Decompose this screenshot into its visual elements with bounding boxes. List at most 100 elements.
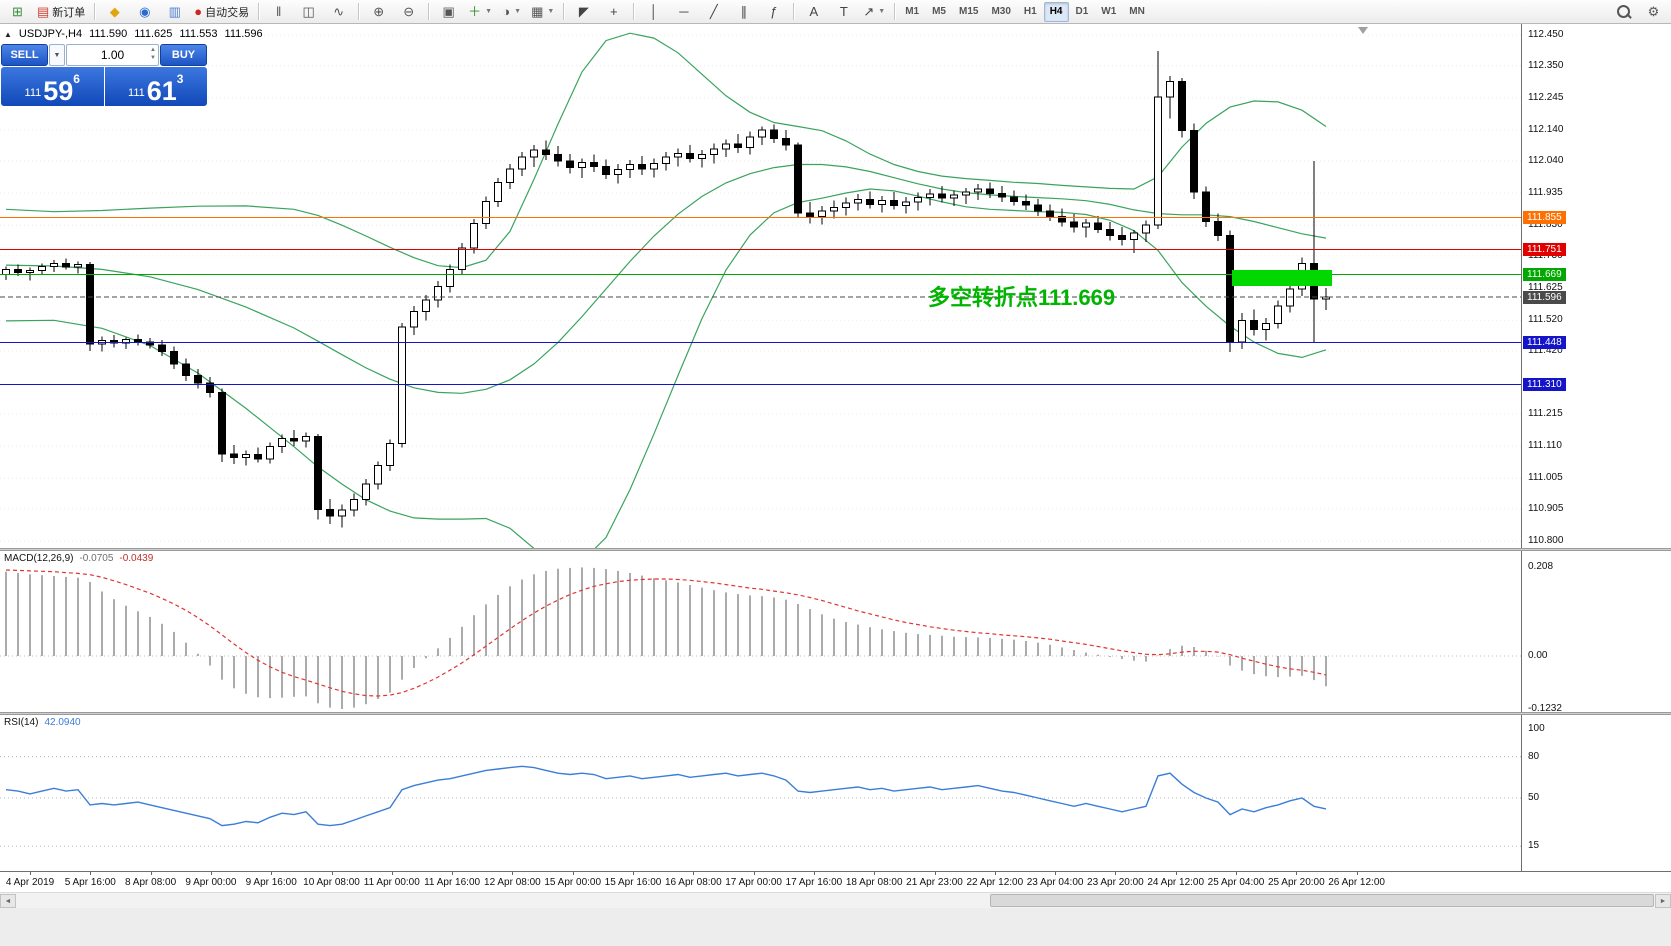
timeframe-m1-button[interactable]: M1 xyxy=(905,6,920,17)
timeframe-w1-button[interactable]: W1 xyxy=(1101,6,1117,17)
zoom-in-button[interactable]: ⊕ xyxy=(364,1,393,23)
text-button[interactable]: A xyxy=(799,1,828,23)
toolbar: ⊞ ▤ 新订单 ◆ ◉ ▥ ● 自动交易 ‖ ◫ ∿ ⊕ ⊖ ▣ ＋ ▼ ◑ ▼ ▦ ▼ ◤ + │ ─ ╱ ∥ ƒ A T ↗ ▼ M1 M… xyxy=(0,0,1671,24)
price-tag-111.448: 111.448 xyxy=(1523,335,1566,349)
price-scale[interactable]: 112.450 112.350 112.245 112.140 112.040 111.9… xyxy=(1521,24,1671,548)
time-tick xyxy=(331,872,333,875)
chart-annotation-text[interactable]: 多空转折点111.669 xyxy=(928,285,1116,310)
time-label: 12 Apr 08:00 xyxy=(484,877,541,888)
vertical-line-button[interactable]: │ xyxy=(639,1,668,23)
panel-splitter[interactable] xyxy=(0,712,1671,715)
buy-price-panel[interactable]: 111 61 3 xyxy=(104,67,207,106)
candles-layer xyxy=(2,51,1330,528)
macd-panel[interactable]: MACD(12,26,9) -0.0705 -0.0439 xyxy=(0,551,1521,712)
periods-button[interactable]: ◑ ▼ xyxy=(497,1,526,23)
periods-icon: ◑ xyxy=(502,4,511,19)
time-label: 17 Apr 00:00 xyxy=(725,877,782,888)
price-tick: 111.625 xyxy=(1528,282,1563,294)
timeframe-d1-button[interactable]: D1 xyxy=(1075,6,1089,17)
time-axis[interactable]: 4 Apr 2019 5 Apr 16:00 8 Apr 08:00 9 Apr 00… xyxy=(0,871,1671,892)
bar-chart-button[interactable]: ‖ xyxy=(264,1,293,23)
arrows-icon: ↗ xyxy=(863,4,875,19)
candlestick-chart-button[interactable]: ◫ xyxy=(294,1,323,23)
templates-icon: ▦ xyxy=(531,4,544,19)
price-tag-111.669: 111.669 xyxy=(1523,268,1566,282)
time-label: 23 Apr 04:00 xyxy=(1026,877,1084,888)
toolbar-separator xyxy=(633,3,635,20)
search-button[interactable] xyxy=(1609,1,1638,23)
macd-histogram-layer xyxy=(5,567,1327,709)
rsi-value: 42.0940 xyxy=(44,717,81,728)
news-button[interactable]: ◉ xyxy=(130,1,159,23)
toolbar-left-group: ⊞ ▤ 新订单 ◆ ◉ ▥ ● 自动交易 ‖ ◫ ∿ ⊕ ⊖ ▣ ＋ ▼ ◑ ▼ ▦ ▼ ◤ + │ ─ ╱ ∥ ƒ A T ↗ ▼ xyxy=(3,1,899,23)
volume-spinner[interactable]: ▲ ▼ xyxy=(150,46,156,63)
trendline-button[interactable]: ╱ xyxy=(699,1,728,23)
templates-button[interactable]: ▦ ▼ xyxy=(527,1,558,23)
buy-button[interactable]: BUY xyxy=(160,44,207,66)
horizontal-line-icon: ─ xyxy=(679,4,689,19)
equidistant-channel-button[interactable]: ∥ xyxy=(729,1,758,23)
time-label: 22 Apr 12:00 xyxy=(966,877,1024,888)
new-chart-icon: ⊞ xyxy=(12,4,23,19)
chart-shift-marker[interactable] xyxy=(1358,27,1368,34)
price-tag-111.751: 111.751 xyxy=(1523,243,1566,256)
scrollbar-left-arrow-icon[interactable]: ◄ xyxy=(0,894,16,908)
rsi-scale[interactable]: 100 80 50 15 xyxy=(1521,715,1671,871)
highlight-rectangle[interactable] xyxy=(1232,270,1332,286)
settings-button[interactable]: ⚙ xyxy=(1639,1,1668,23)
macd-scale-label: 0.208 xyxy=(1528,560,1554,572)
one-click-collapse-arrow[interactable]: ▲ xyxy=(4,29,12,39)
timeframe-h4-button[interactable]: H4 xyxy=(1043,1,1069,22)
time-label: 23 Apr 20:00 xyxy=(1087,877,1144,888)
sell-price-prefix: 111 xyxy=(24,87,42,99)
new-order-button[interactable]: ▤ 新订单 xyxy=(33,1,89,23)
time-label: 25 Apr 20:00 xyxy=(1267,877,1325,888)
main-chart-area[interactable]: ▲ USDJPY-,H4 111.590 111.625 111.553 111… xyxy=(0,24,1521,548)
chevron-down-icon: ▼ xyxy=(878,8,886,15)
auto-trading-button[interactable]: ● 自动交易 xyxy=(190,1,253,23)
arrows-button[interactable]: ↗ ▼ xyxy=(859,1,889,23)
timeframe-m30-button[interactable]: M30 xyxy=(991,6,1011,17)
zoom-out-button[interactable]: ⊖ xyxy=(394,1,423,23)
ohlc-close: 111.596 xyxy=(224,28,263,40)
scrollbar-right-arrow-icon[interactable]: ► xyxy=(1655,894,1671,908)
time-label: 26 Apr 12:00 xyxy=(1328,877,1385,888)
crosshair-button[interactable]: + xyxy=(599,1,628,23)
price-tick: 112.245 xyxy=(1528,91,1564,103)
rsi-panel[interactable]: RSI(14) 42.0940 xyxy=(0,715,1521,871)
volume-input[interactable]: 1.00 ▲ ▼ xyxy=(66,44,159,66)
timeframe-h1-button[interactable]: H1 xyxy=(1023,6,1037,17)
symbol-info-line: ▲ USDJPY-,H4 111.590 111.625 111.553 111… xyxy=(4,28,263,40)
time-label: 5 Apr 16:00 xyxy=(64,877,116,888)
fibonacci-button[interactable]: ƒ xyxy=(759,1,788,23)
sell-price-panel[interactable]: 111 59 6 xyxy=(1,67,104,106)
macd-scale[interactable]: 0.208 0.00 -0.1232 xyxy=(1521,551,1671,712)
panel-splitter[interactable] xyxy=(0,548,1671,551)
time-tick xyxy=(813,872,815,875)
timeframe-mn-button[interactable]: MN xyxy=(1129,6,1145,17)
new-order-icon: ▤ xyxy=(37,4,50,19)
price-tick: 111.215 xyxy=(1528,407,1563,419)
sell-button[interactable]: SELL xyxy=(1,44,48,66)
macd-svg xyxy=(0,567,1521,709)
alerts-button[interactable]: ◆ xyxy=(100,1,129,23)
new-chart-button[interactable]: ⊞ xyxy=(3,1,32,23)
price-tick: 110.800 xyxy=(1528,535,1564,547)
timeframe-m5-button[interactable]: M5 xyxy=(932,6,946,17)
horizontal-scrollbar[interactable]: ◄ ► xyxy=(0,892,1671,908)
scrollbar-thumb[interactable] xyxy=(990,894,1654,907)
timeframe-m15-button[interactable]: M15 xyxy=(959,6,979,17)
terminal-button[interactable]: ▥ xyxy=(160,1,189,23)
text-label-button[interactable]: T xyxy=(829,1,858,23)
cursor-button[interactable]: ◤ xyxy=(569,1,598,23)
fibonacci-icon: ƒ xyxy=(770,4,778,19)
time-tick xyxy=(150,872,152,875)
horizontal-line-button[interactable]: ─ xyxy=(669,1,698,23)
indicators-button[interactable]: ＋ ▼ xyxy=(464,1,496,23)
line-chart-button[interactable]: ∿ xyxy=(324,1,353,23)
buy-price-prefix: 111 xyxy=(128,87,145,99)
buy-price-sup: 3 xyxy=(176,72,184,86)
order-type-dropdown[interactable]: ▼ xyxy=(49,44,65,66)
tile-windows-button[interactable]: ▣ xyxy=(434,1,463,23)
spin-down-icon: ▼ xyxy=(150,55,156,62)
